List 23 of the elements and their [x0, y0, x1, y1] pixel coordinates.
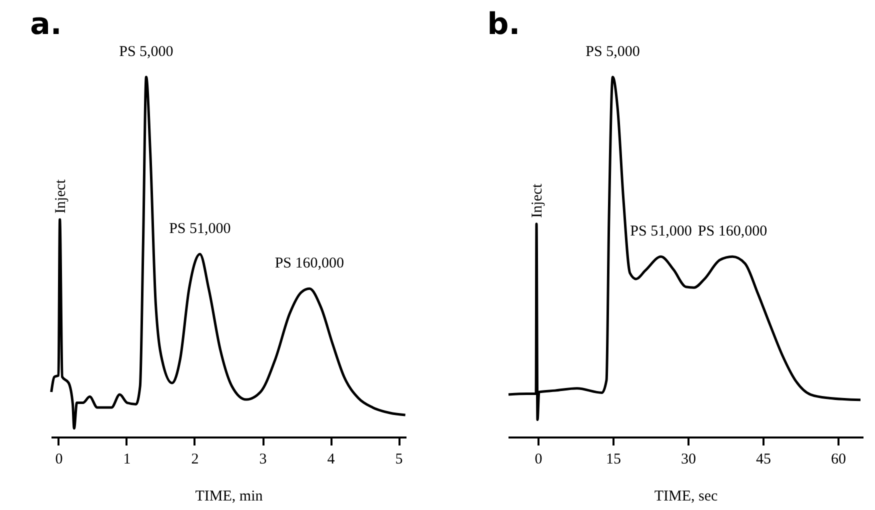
chart-title: a.	[30, 7, 62, 42]
x-tick-label: 4	[327, 452, 336, 468]
x-axis-title: TIME, min	[195, 488, 264, 504]
x-tick-label: 15	[606, 452, 621, 468]
x-axis-title: TIME, sec	[654, 488, 718, 504]
x-tick-label: 60	[831, 452, 846, 468]
x-tick-label: 0	[534, 452, 542, 468]
annotation: PS 51,000	[630, 224, 692, 240]
x-tick-label: 45	[756, 452, 771, 468]
x-tick-label: 0	[55, 452, 63, 468]
annotation: PS 51,000	[169, 221, 231, 238]
x-tick-label: 30	[681, 452, 696, 468]
annotation: PS 160,000	[274, 256, 344, 272]
x-tick-label: 3	[259, 452, 267, 468]
x-tick-label: 1	[123, 452, 131, 468]
x-tick-label: 5	[395, 452, 403, 468]
chart-title: b.	[487, 7, 520, 42]
annotation: Inject	[52, 178, 69, 214]
annotation: PS 5,000	[586, 44, 640, 60]
annotation: Inject	[530, 182, 546, 218]
x-tick-label: 2	[191, 452, 199, 468]
annotation: PS 160,000	[698, 224, 768, 240]
annotation: PS 5,000	[119, 44, 174, 60]
